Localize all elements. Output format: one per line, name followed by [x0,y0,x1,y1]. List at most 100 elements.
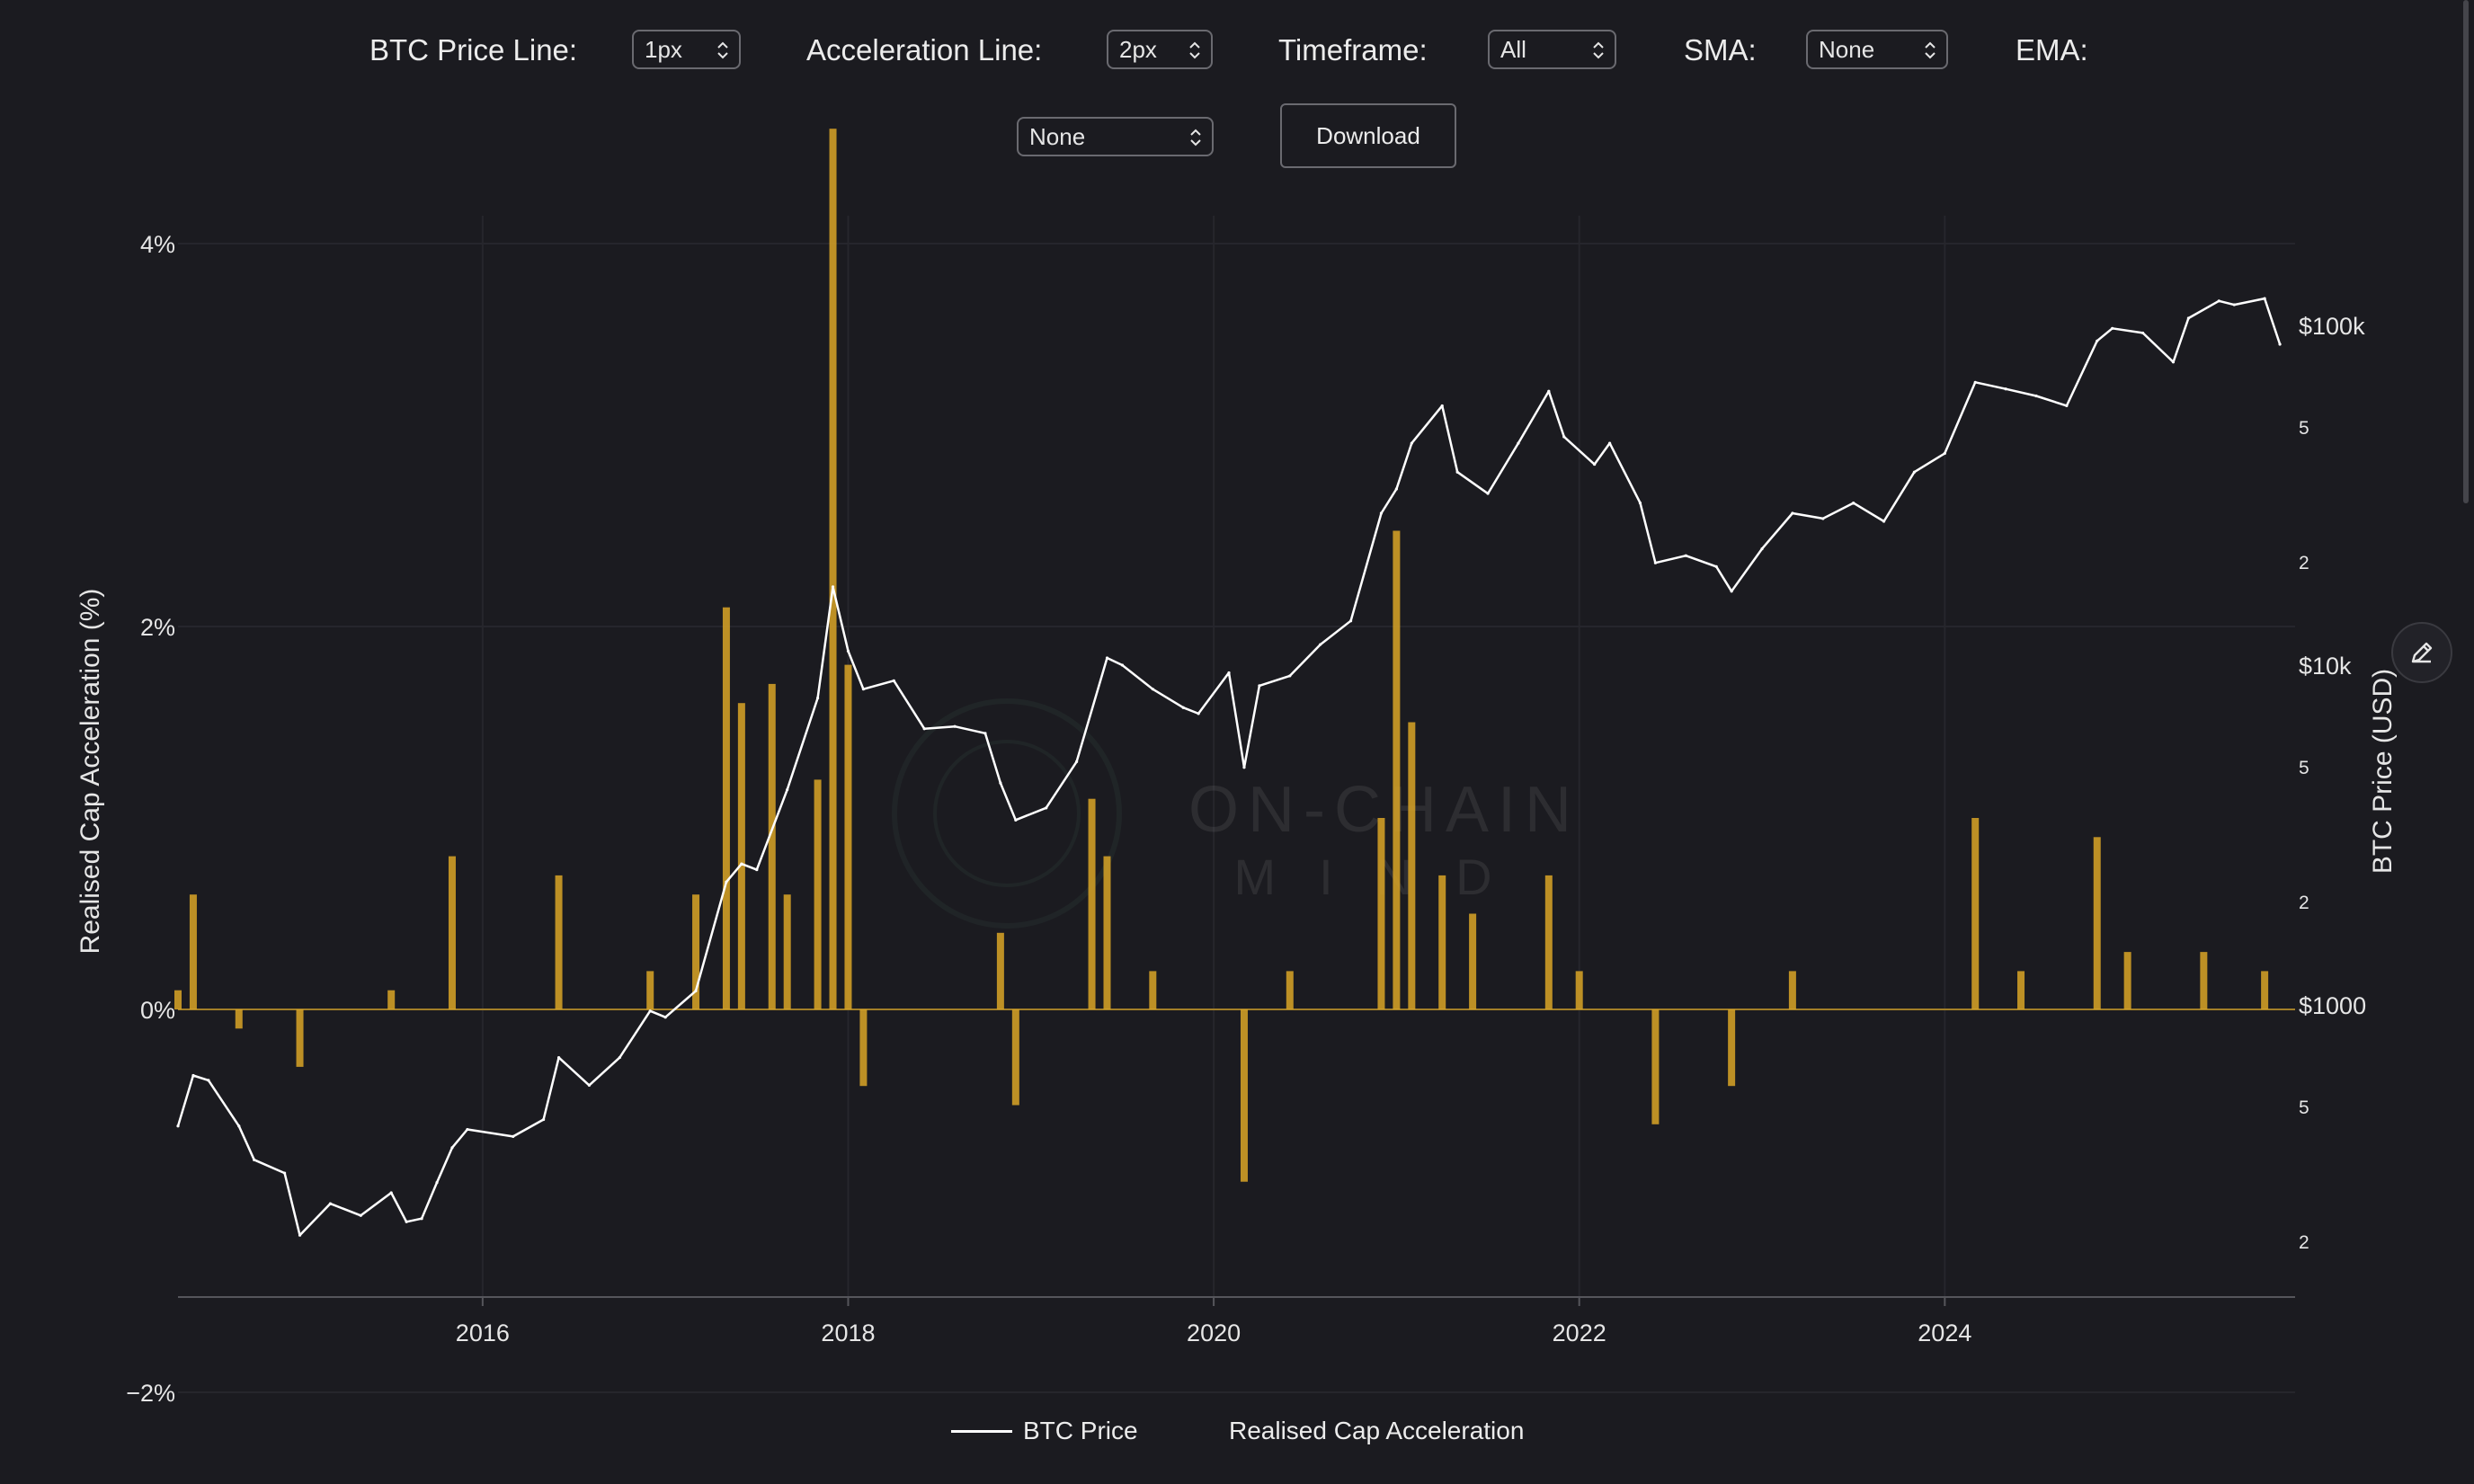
btc-price-point [953,724,957,728]
x-tick-label: 2024 [1918,1320,1971,1346]
y-right-tick-label: 5 [2299,1097,2309,1118]
scrollbar[interactable] [2463,0,2469,503]
x-tick-label: 2018 [821,1320,875,1346]
acceleration-series [174,129,2295,1182]
btc-price-point [1440,404,1444,408]
acceleration-bar [1728,1009,1736,1087]
btc-price-point [1653,561,1658,564]
up-down-chevron-icon [1593,41,1604,59]
btc-price-point [1410,441,1413,445]
btc-price-point [983,732,987,735]
btc-price-point [846,649,850,653]
btc-price-point [1394,487,1398,491]
x-tick-label: 2020 [1187,1320,1241,1346]
y-right-tick-label: 5 [2299,758,2309,778]
watermark-line2: MIND [1233,849,1535,905]
btc-price-point [1319,643,1322,646]
acceleration-bar [235,1009,243,1029]
y-axis-right-title: BTC Price (USD) [2368,669,2398,874]
acceleration-bar [859,1009,868,1087]
acceleration-bar [1469,913,1477,1009]
btc-price-point [1973,380,1977,384]
acceleration-bar [1149,971,1157,1009]
accel-line-value: 2px [1119,35,1157,63]
acceleration-bar [1544,875,1553,1009]
acceleration-bar [737,703,745,1009]
btc-price-point [512,1134,515,1138]
btc-price-point [1760,547,1764,551]
btc-price-point [466,1127,469,1132]
btc-price-point [1227,671,1231,675]
acceleration-bar [1011,1009,1019,1106]
btc-price-point [176,1124,180,1128]
btc-price-point [1821,517,1825,520]
btc-price-point [435,1181,439,1185]
legend-item-acceleration[interactable]: Realised Cap Acceleration [1229,1417,1524,1445]
btc-price-point [1288,674,1292,678]
y-axis-left: 8%6%4%2%0%−2% [126,231,175,1407]
sma-label: SMA: [1684,33,1757,67]
btc-price-point [2278,342,2282,346]
legend-label-acceleration: Realised Cap Acceleration [1229,1417,1525,1444]
btc-price-point [1242,766,1246,769]
x-axis: 2016 2018 2020 2022 2024 [456,1297,1971,1346]
download-button[interactable]: Download [1280,103,1456,168]
btc-price-point [2186,316,2191,320]
acceleration-bar [1286,971,1294,1009]
sma-select[interactable]: None [1806,30,1948,69]
btc-price-point [2004,387,2007,391]
up-down-chevron-icon [717,41,728,59]
btc-price-point [1258,684,1261,688]
acceleration-bar [722,607,730,1009]
price-line-label: BTC Price Line: [369,33,578,67]
btc-price-point [999,781,1002,785]
acceleration-bar [692,894,700,1009]
edit-button[interactable] [2391,622,2452,683]
acceleration-bar [1393,530,1401,1009]
btc-price-point [1638,502,1642,505]
btc-price-point [298,1233,302,1237]
ema-value: None [1029,122,1086,150]
btc-price-point [892,679,895,682]
acceleration-bar [2017,971,2025,1009]
sma-value: None [1819,35,1875,63]
btc-price-point [1882,520,1886,523]
y-left-tick-label: −2% [126,1380,175,1407]
btc-price-point [359,1213,362,1217]
ema-select[interactable]: None [1017,117,1214,156]
acceleration-bar [1377,818,1385,1009]
btc-price-line [176,297,2282,1237]
acceleration-bar [296,1009,304,1067]
btc-price-point [1791,511,1794,515]
accel-line-select[interactable]: 2px [1107,30,1213,69]
btc-price-point [2065,404,2069,408]
btc-price-point [1105,656,1109,660]
btc-price-point [1607,441,1612,445]
btc-price-point [694,989,698,992]
legend-item-btc-price[interactable]: BTC Price [951,1417,1138,1445]
btc-price-point [587,1083,592,1088]
btc-price-point [740,862,743,866]
btc-price-point [2096,339,2099,342]
acceleration-bar [829,129,837,1009]
acceleration-bar [1408,722,1416,1009]
btc-price-point [922,727,926,731]
btc-price-point [1730,590,1733,593]
y-axis-left-title: Realised Cap Acceleration (%) [76,589,105,955]
y-left-tick-label: 0% [140,997,175,1024]
y-right-tick-label: $1000 [2299,992,2366,1019]
x-tick-label: 2022 [1553,1320,1606,1346]
btc-price-point [191,1073,195,1078]
btc-price-point [556,1055,561,1060]
acceleration-bar [1088,798,1096,1009]
x-tick-label: 2016 [456,1320,510,1346]
acceleration-bar [1788,971,1796,1009]
btc-price-point [2034,394,2038,398]
timeframe-select[interactable]: All [1488,30,1616,69]
btc-price-point [786,787,789,792]
y-left-tick-label: 4% [140,231,175,258]
price-line-select[interactable]: 1px [632,30,741,69]
btc-price-point [1120,663,1125,667]
btc-price-point [2140,331,2145,335]
legend-label-btc-price: BTC Price [1023,1417,1138,1444]
